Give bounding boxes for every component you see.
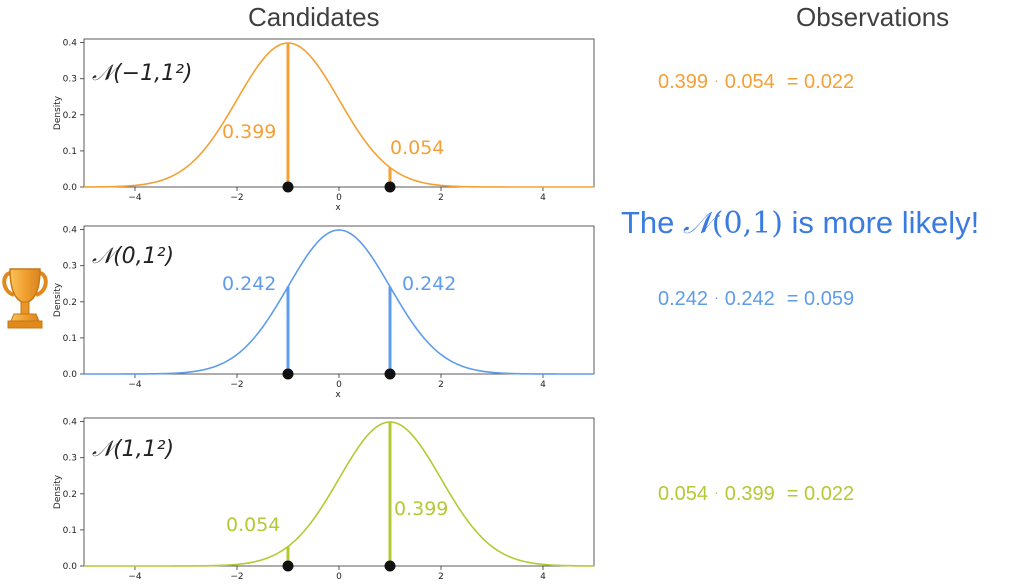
observation-point [282,560,294,572]
observation-result: = 0.059 [786,288,855,310]
observation-density-a: 0.054 [658,483,709,505]
observation-point [384,560,396,572]
y-tick-label: 0.2 [63,298,77,308]
verdict-prefix: The [621,205,684,240]
x-tick-label: −2 [230,193,243,203]
multiply-dot: · [714,72,719,88]
candidates-header: Candidates [248,2,380,32]
observation-result: = 0.022 [786,483,855,505]
y-tick-label: 0.4 [63,418,78,428]
x-axis-label: x [335,390,341,400]
observations-header: Observations [796,2,950,32]
y-tick-label: 0.2 [63,490,77,500]
verdict-text: The 𝒩(0,1) is more likely! [621,205,979,241]
density-curve [84,421,595,567]
y-tick-label: 0.0 [63,183,78,193]
y-tick-label: 0.2 [63,111,77,121]
observation-product-orange: 0.399 · 0.054 = 0.022 [658,71,854,94]
observation-point [384,368,396,380]
x-tick-label: 4 [540,380,546,390]
observation-density-a: 0.399 [658,71,709,93]
candidate-distribution-charts: 0.0 0.1 0.2 0.3 0.4 −4 −2 0 2 4 Density x 0.399 0.054… [53,38,595,582]
density-value-label: 0.054 [390,137,444,159]
chart-panel-1: 0.0 0.1 0.2 0.3 0.4 −4 −2 0 2 4 Density x 0.242 0.242… [53,225,595,400]
x-axis-label: x [335,203,341,213]
verdict-math: 𝒩(0,1) [683,206,783,241]
verdict-math-args: (0,1) [711,206,783,241]
y-tick-label: 0.1 [63,147,77,157]
verdict-suffix: is more likely! [782,205,980,240]
y-tick-label: 0.0 [63,370,78,380]
chart-panel-0: 0.0 0.1 0.2 0.3 0.4 −4 −2 0 2 4 Density x 0.399 0.054… [53,38,595,213]
x-tick-label: 2 [438,193,444,203]
observation-density-a: 0.242 [658,288,709,310]
x-tick-label: 0 [336,380,342,390]
observation-density-b: 0.242 [724,288,775,310]
verdict-math-symbol: 𝒩 [683,206,712,241]
y-tick-label: 0.3 [63,75,77,85]
density-value-label: 0.242 [222,273,276,295]
y-tick-label: 0.3 [63,262,77,272]
x-tick-label: 4 [540,193,546,203]
observation-point [384,181,396,193]
density-value-label: 0.242 [402,273,456,295]
observation-density-b: 0.054 [724,71,775,93]
distribution-name-label: 𝒩(1,1²) [92,437,174,462]
distribution-name-label: 𝒩(0,1²) [92,244,174,269]
y-tick-label: 0.4 [63,226,78,236]
multiply-dot: · [714,484,719,500]
x-tick-label: −2 [230,572,243,582]
x-tick-label: 0 [336,572,342,582]
distribution-name-label: 𝒩(−1,1²) [92,61,192,86]
x-tick-label: 2 [438,572,444,582]
density-value-label: 0.399 [394,498,448,520]
observation-result: = 0.022 [786,71,855,93]
x-tick-label: 4 [540,572,546,582]
density-value-label: 0.399 [222,121,276,143]
density-curve [83,42,594,188]
y-tick-label: 0.0 [63,562,78,572]
x-tick-label: −4 [128,193,142,203]
y-tick-label: 0.1 [63,334,77,344]
y-axis-label: Density [53,474,63,509]
y-tick-label: 0.3 [63,454,77,464]
y-axis-label: Density [53,95,63,130]
y-tick-label: 0.4 [63,39,78,49]
density-curve [84,229,594,375]
x-tick-label: −2 [230,380,243,390]
observation-point [282,181,294,193]
x-tick-label: −4 [128,380,142,390]
x-tick-label: 0 [336,193,342,203]
x-tick-label: 2 [438,380,444,390]
trophy-icon [2,268,48,329]
multiply-dot: · [714,289,719,305]
x-tick-label: −4 [128,572,142,582]
observation-product-blue: 0.242 · 0.242 = 0.059 [658,288,854,311]
y-axis-label: Density [53,282,63,317]
observation-product-green: 0.054 · 0.399 = 0.022 [658,483,854,506]
chart-panel-2: 0.0 0.1 0.2 0.3 0.4 −4 −2 0 2 4 Density 0.054 0.399 𝒩… [53,417,595,582]
density-value-label: 0.054 [226,514,280,536]
observation-density-b: 0.399 [724,483,775,505]
observation-point [282,368,294,380]
y-tick-label: 0.1 [63,526,77,536]
